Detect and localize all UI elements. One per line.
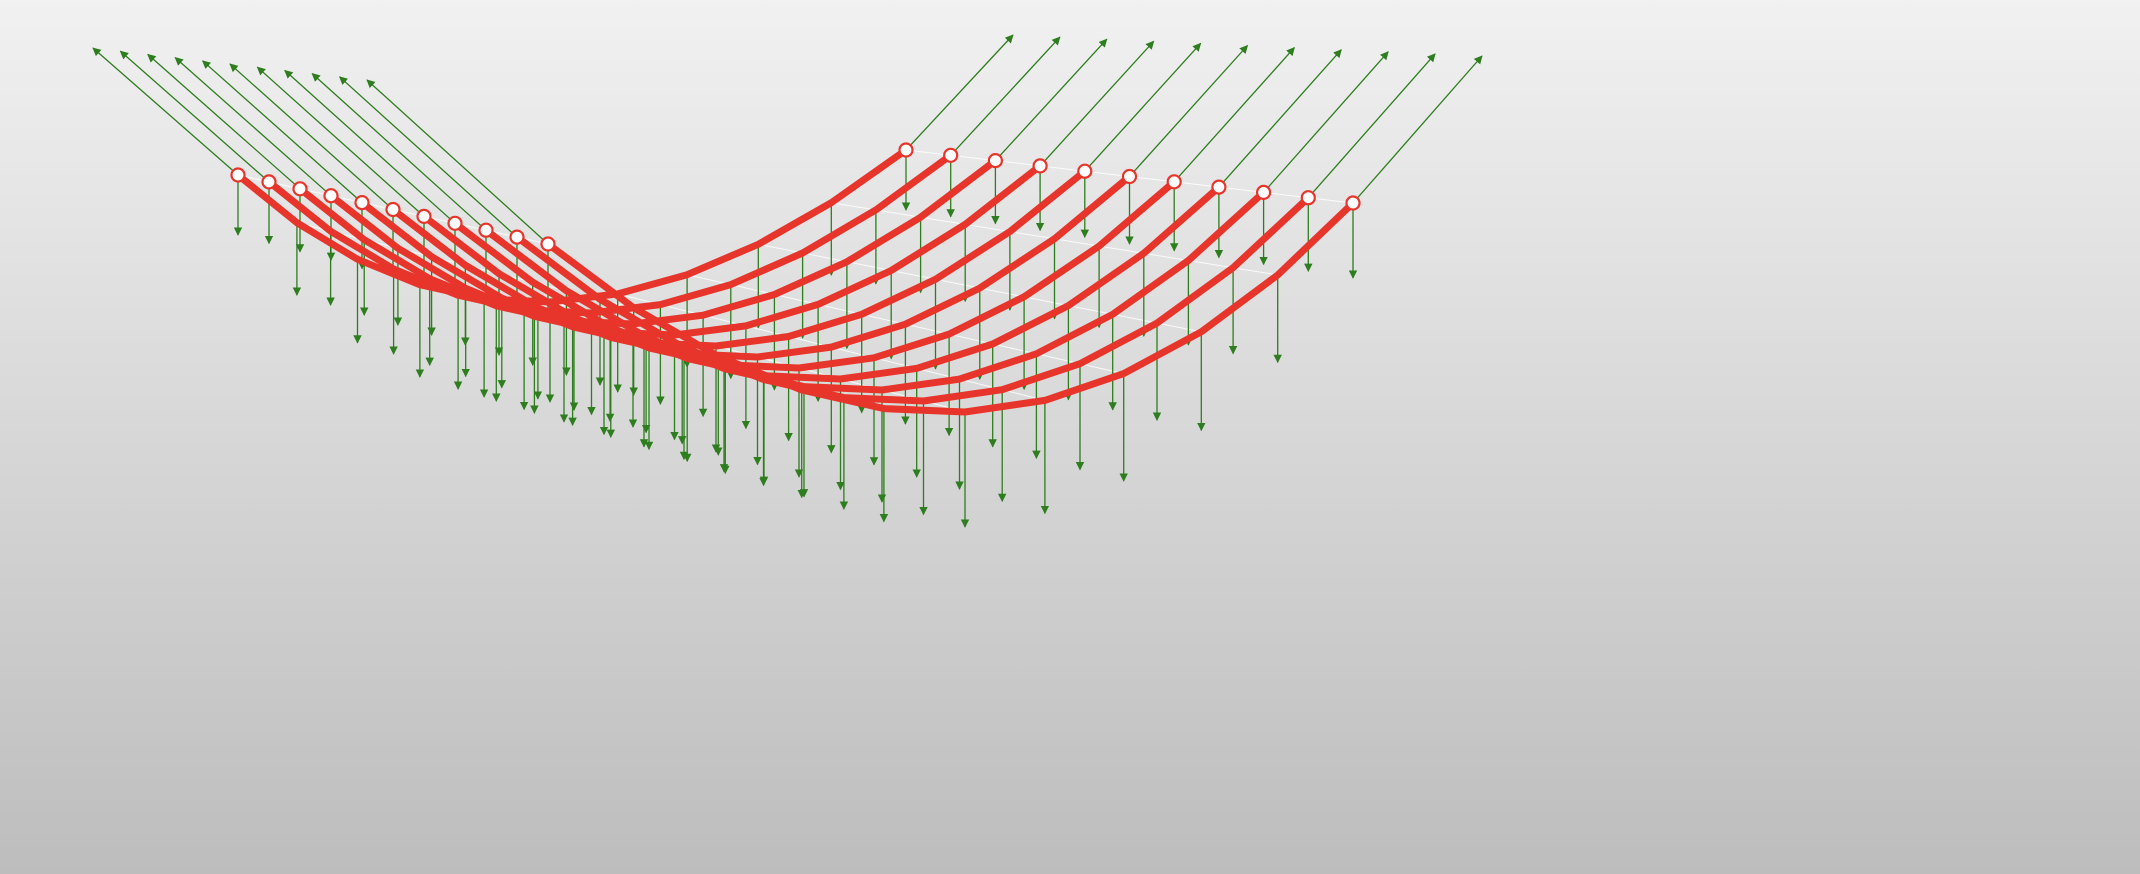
support-node-icon[interactable]	[509, 229, 525, 245]
cable[interactable]	[451, 183, 1223, 383]
support-node-icon[interactable]	[1032, 158, 1048, 174]
reaction-arrow-right	[1084, 42, 1202, 172]
support-node-icon[interactable]	[416, 208, 432, 224]
support-node-icon[interactable]	[1255, 184, 1272, 200]
reaction-arrows	[92, 34, 1483, 245]
reaction-arrow-left	[338, 76, 518, 238]
reaction-arrow-left	[311, 73, 487, 231]
reaction-arrow-left	[229, 63, 394, 210]
reaction-arrow-right	[1129, 44, 1249, 177]
reaction-arrow-left	[119, 50, 270, 183]
cable[interactable]	[544, 199, 1357, 416]
support-node-icon[interactable]	[354, 195, 370, 211]
reaction-arrow-right	[905, 34, 1014, 151]
reaction-arrow-right	[950, 36, 1061, 156]
support-node-icon[interactable]	[540, 236, 556, 252]
support-node-icon[interactable]	[1211, 179, 1227, 195]
reaction-arrow-right	[1218, 49, 1342, 188]
support-node-icon[interactable]	[447, 215, 463, 231]
reaction-arrow-left	[256, 66, 425, 217]
cable[interactable]	[296, 157, 999, 328]
cables	[234, 146, 1357, 416]
reaction-arrow-right	[1039, 40, 1155, 167]
reaction-arrow-right	[1352, 55, 1483, 204]
cable[interactable]	[513, 194, 1312, 405]
support-node-icon[interactable]	[261, 174, 277, 190]
support-node-icon[interactable]	[1300, 190, 1316, 206]
support-node-icon[interactable]	[1121, 168, 1138, 185]
support-node-icon[interactable]	[1166, 174, 1182, 190]
reaction-arrow-left	[366, 79, 549, 245]
support-node-icon[interactable]	[292, 181, 308, 197]
reaction-arrow-left	[147, 53, 301, 190]
cable[interactable]	[420, 178, 1178, 372]
reaction-arrow-left	[174, 57, 332, 197]
reaction-arrow-right	[1307, 53, 1436, 199]
reaction-arrow-right	[1173, 46, 1295, 183]
reaction-arrow-right	[1263, 51, 1389, 193]
reaction-arrow-right	[994, 38, 1108, 162]
support-node-icon[interactable]	[1345, 195, 1361, 211]
support-node-icon[interactable]	[898, 142, 914, 158]
cable[interactable]	[389, 173, 1133, 361]
support-node-icon[interactable]	[323, 188, 339, 204]
support-node-icon[interactable]	[385, 201, 401, 218]
support-node-icon[interactable]	[987, 153, 1004, 169]
reaction-arrow-left	[92, 47, 239, 176]
support-node-icon[interactable]	[478, 222, 494, 238]
support-nodes	[230, 142, 1361, 252]
support-node-icon[interactable]	[1077, 163, 1093, 179]
support-node-icon[interactable]	[943, 147, 959, 163]
reaction-arrow-left	[284, 69, 456, 224]
support-node-icon[interactable]	[230, 167, 246, 183]
cable[interactable]	[482, 188, 1268, 394]
cable[interactable]	[358, 167, 1089, 350]
reaction-arrow-left	[201, 60, 363, 204]
